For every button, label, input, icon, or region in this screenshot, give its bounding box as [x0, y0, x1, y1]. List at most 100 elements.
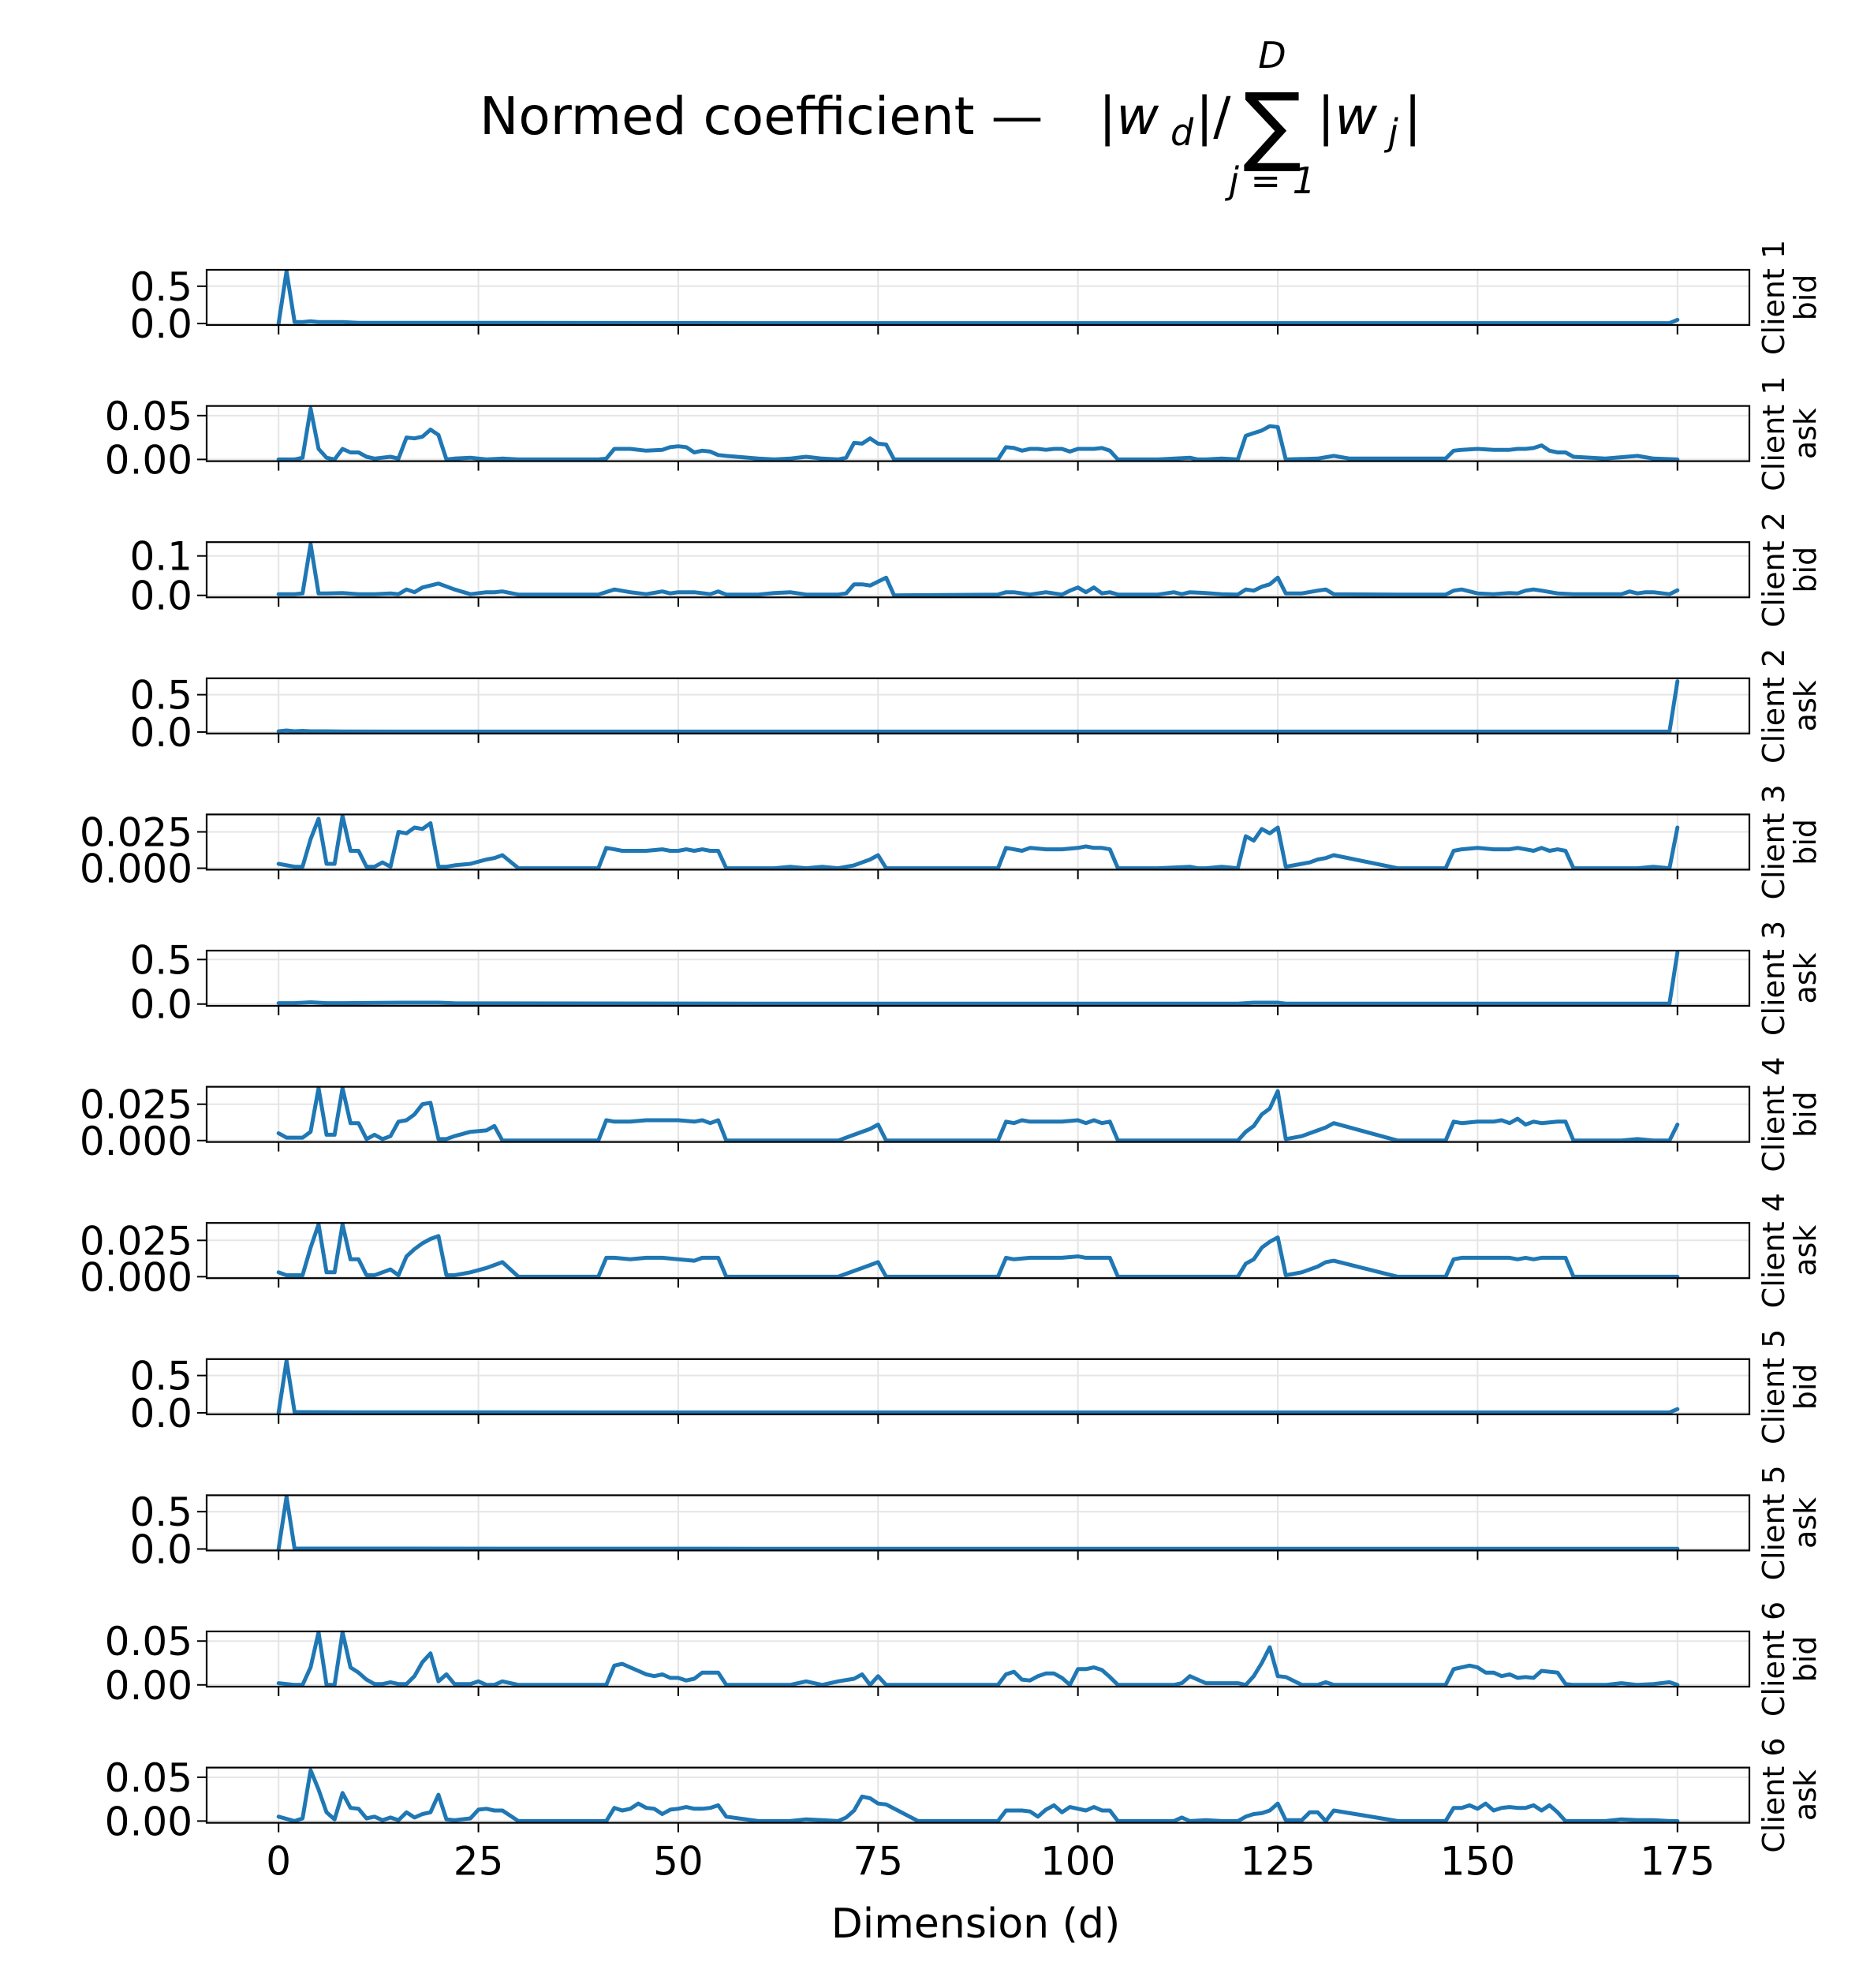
series-line — [276, 1086, 1680, 1143]
series-line — [276, 1358, 1680, 1415]
x-tick-label: 50 — [653, 1839, 704, 1885]
x-tick-label: 100 — [1040, 1839, 1115, 1885]
axes-frame — [205, 1222, 1751, 1280]
row-label-client: Client 3 — [1756, 921, 1791, 1036]
row-label-side: ask — [1788, 1225, 1823, 1276]
title-formula-right: |w — [1317, 86, 1378, 147]
row-label-client: Client 1 — [1756, 240, 1791, 355]
series-line — [276, 1222, 1680, 1279]
row-label-client: Client 6 — [1756, 1601, 1791, 1717]
axes-frame — [205, 1766, 1751, 1824]
y-tick-label: 0.00 — [105, 1663, 192, 1709]
x-tick-label: 75 — [853, 1839, 904, 1885]
series-line — [276, 950, 1680, 1006]
y-tick-label: 0.0 — [129, 982, 192, 1028]
series-line — [276, 1630, 1680, 1687]
row-label-client: Client 5 — [1756, 1465, 1791, 1580]
row-label-side: bid — [1788, 547, 1823, 593]
y-tick-label: 0.5 — [129, 1489, 192, 1535]
title-sum-lower: j = 1 — [1224, 159, 1316, 202]
y-tick-label: 0.0 — [129, 574, 192, 619]
axes-frame — [205, 1358, 1751, 1415]
row-label-client: Client 2 — [1756, 648, 1791, 764]
series-line — [276, 813, 1680, 871]
title-sum-symbol: ∑ — [1243, 74, 1301, 175]
x-axis-label: Dimension (d) — [831, 1900, 1121, 1948]
title-sum-upper: D — [1258, 34, 1286, 77]
x-tick-label: 175 — [1640, 1839, 1715, 1885]
series-line — [276, 269, 1680, 326]
y-tick-label: 0.000 — [80, 846, 192, 892]
y-tick-label: 0.0 — [129, 301, 192, 347]
axes-frame — [205, 813, 1751, 871]
row-label-client: Client 4 — [1756, 1056, 1791, 1172]
row-label-side: bid — [1788, 1636, 1823, 1683]
row-label-side: ask — [1788, 680, 1823, 731]
row-label-side: ask — [1788, 952, 1823, 1003]
y-tick-label: 0.5 — [129, 673, 192, 719]
row-label-client: Client 6 — [1756, 1737, 1791, 1852]
y-tick-label: 0.1 — [129, 534, 192, 580]
y-tick-label: 0.5 — [129, 264, 192, 310]
series-line — [276, 679, 1680, 734]
y-tick-label: 0.5 — [129, 937, 192, 983]
y-tick-label: 0.025 — [80, 1082, 192, 1128]
y-tick-label: 0.025 — [80, 1218, 192, 1264]
chart-title: Normed coefficient — |w d |/ D ∑ j = 1 |… — [480, 34, 1421, 202]
x-tick-label: 125 — [1240, 1839, 1315, 1885]
row-label-side: bid — [1788, 819, 1823, 865]
row-label-side: bid — [1788, 1363, 1823, 1410]
row-label-client: Client 4 — [1756, 1193, 1791, 1308]
y-tick-label: 0.05 — [105, 394, 192, 439]
axes-frame — [205, 1494, 1751, 1552]
row-label-client: Client 1 — [1756, 376, 1791, 491]
title-formula-left: |w — [1099, 86, 1159, 147]
x-axis: 0 25 50 75 100 125 150 175 — [266, 1839, 1715, 1885]
y-tick-label: 0.000 — [80, 1119, 192, 1164]
y-tick-label: 0.5 — [129, 1354, 192, 1399]
axes-frame — [205, 677, 1751, 734]
title-formula-end: | — [1404, 86, 1421, 147]
y-tick-label: 0.05 — [105, 1755, 192, 1801]
x-tick-label: 150 — [1440, 1839, 1515, 1885]
x-tick-label: 25 — [454, 1839, 504, 1885]
title-formula-mid: |/ — [1196, 86, 1231, 147]
y-tick-label: 0.0 — [129, 1391, 192, 1437]
row-label-side: ask — [1788, 1497, 1823, 1549]
axes-frame — [205, 949, 1751, 1007]
series-line — [276, 542, 1680, 598]
row-label-client: Client 3 — [1756, 784, 1791, 899]
axes-frame — [205, 541, 1751, 599]
y-tick-label: 0.000 — [80, 1254, 192, 1300]
title-prefix: Normed coefficient — — [480, 86, 1043, 147]
x-tick-label: 0 — [266, 1839, 291, 1885]
row-label-client: Client 2 — [1756, 512, 1791, 627]
y-tick-label: 0.00 — [105, 437, 192, 483]
axes-frame — [205, 1630, 1751, 1688]
series-line — [276, 406, 1680, 462]
y-tick-label: 0.025 — [80, 810, 192, 856]
axes-frame — [205, 405, 1751, 462]
axes-frame — [205, 1086, 1751, 1143]
axes-frame — [205, 268, 1751, 327]
row-label-side: ask — [1788, 408, 1823, 459]
series-line — [276, 1494, 1680, 1551]
y-tick-label: 0.05 — [105, 1619, 192, 1665]
row-label-side: ask — [1788, 1769, 1823, 1821]
y-tick-label: 0.0 — [129, 710, 192, 756]
y-tick-label: 0.00 — [105, 1799, 192, 1844]
y-tick-label: 0.0 — [129, 1527, 192, 1573]
series-line — [276, 1768, 1680, 1823]
